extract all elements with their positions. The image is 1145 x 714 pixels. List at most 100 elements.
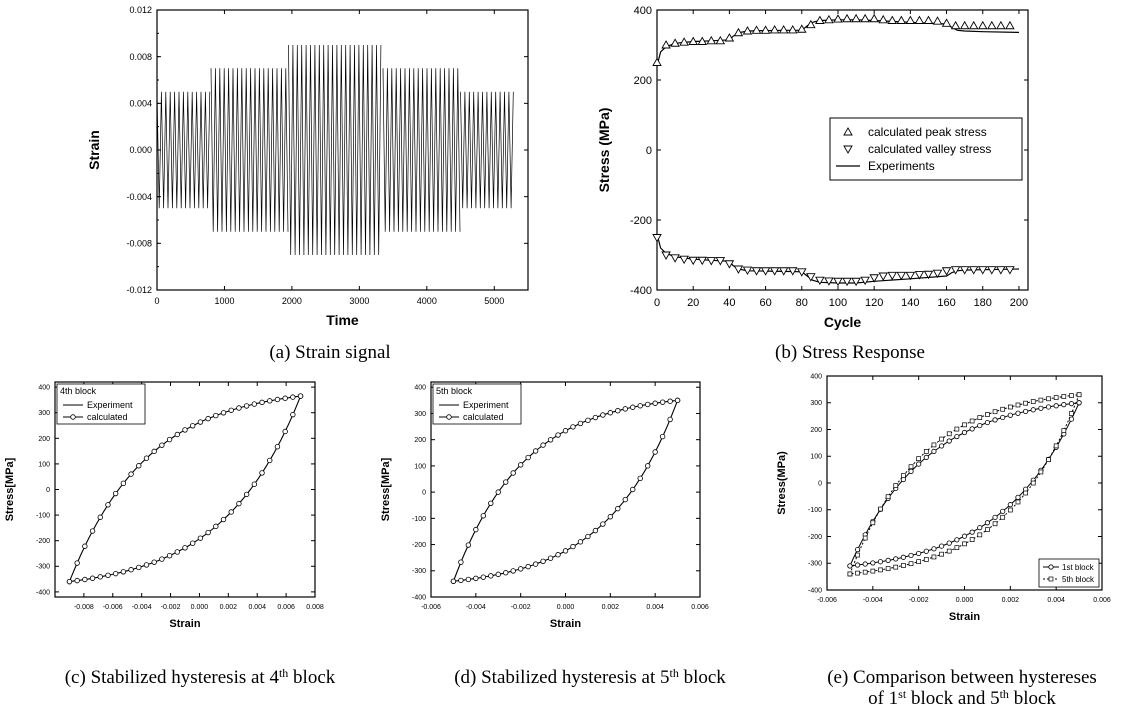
x-tick-label: 2000 <box>282 296 302 306</box>
legend-marker <box>446 414 452 420</box>
first-block-marker <box>977 422 983 429</box>
x-tick-label: 5000 <box>484 296 504 306</box>
calculated-marker <box>465 576 472 583</box>
first-block-marker <box>977 525 983 531</box>
fifth-block-marker <box>862 535 868 541</box>
caption-a: (a) Strain signal <box>200 342 460 363</box>
peak-stress-marker <box>688 36 698 45</box>
calculated-marker <box>607 514 614 520</box>
calculated-marker <box>97 514 103 520</box>
valley-stress-marker <box>914 271 925 280</box>
peak-stress-marker <box>842 13 852 23</box>
first-block-marker <box>908 468 914 474</box>
calculated-marker <box>97 574 103 580</box>
valley-stress-marker <box>842 277 852 287</box>
fifth-block-marker <box>1000 406 1006 412</box>
fifth-block-marker <box>969 418 975 424</box>
legend-marker <box>843 145 853 154</box>
strain-block-1 <box>157 91 211 209</box>
x-tick-label: 0.004 <box>646 604 664 611</box>
peak-stress-marker <box>941 18 952 27</box>
peak-stress-marker <box>706 35 717 45</box>
peak-stress-marker <box>751 25 762 34</box>
valley-stress-marker <box>968 266 979 275</box>
x-tick-label: 4000 <box>417 296 437 306</box>
peak-stress-marker <box>787 25 798 34</box>
calculated-marker <box>89 575 96 581</box>
fifth-block-marker <box>1069 411 1074 416</box>
calculated-marker <box>205 529 211 536</box>
strain-block-3 <box>288 44 382 256</box>
y-tick-label: -200 <box>36 538 50 545</box>
legend: 1st block 5th block <box>1038 558 1100 588</box>
x-tick-label: 0.006 <box>691 604 709 611</box>
fifth-block-marker <box>946 431 952 437</box>
calculated-marker <box>251 401 258 407</box>
fifth-block-marker <box>1000 514 1006 520</box>
fifth-block-marker <box>1007 404 1013 410</box>
peak-stress-marker <box>697 36 708 45</box>
loop-lower-1 <box>849 402 1080 567</box>
calculated-marker <box>473 575 479 582</box>
calculated-marker <box>213 523 219 530</box>
fifth-block-marker <box>954 426 960 432</box>
calculated-marker <box>450 578 457 584</box>
first-block-marker <box>992 514 998 520</box>
calculated-marker <box>166 436 173 443</box>
fifth-block-marker <box>878 506 883 512</box>
fifth-block-marker <box>1023 400 1028 406</box>
calculated-marker <box>89 528 96 534</box>
strain-block-5 <box>460 91 514 209</box>
x-tick-label: -0.004 <box>863 597 883 604</box>
valley-stress-marker <box>806 273 816 282</box>
calculated-marker <box>652 449 658 455</box>
first-block-marker <box>923 454 929 460</box>
first-block-marker <box>1015 494 1021 500</box>
x-tick-label: 40 <box>723 297 735 309</box>
valley-stress-marker <box>905 271 916 281</box>
valley-stress-marker <box>851 277 861 287</box>
valley-stress-marker <box>987 266 997 275</box>
caption-e: (e) Comparison between hystereses of 1st… <box>782 667 1142 709</box>
calculated-marker <box>637 403 643 409</box>
caption-e-line1: (e) Comparison between hystereses <box>827 667 1097 688</box>
valley-stress-marker <box>760 267 771 276</box>
valley-stress-marker <box>733 265 744 274</box>
y-tick-label: 0.012 <box>129 5 152 15</box>
valley-stress-marker <box>769 267 780 276</box>
first-block-marker <box>946 540 952 546</box>
y-tick-label: 300 <box>810 400 822 407</box>
calculated-marker <box>243 491 250 498</box>
first-block-marker <box>992 417 998 423</box>
y-tick-label: -0.012 <box>126 285 152 295</box>
fifth-block-marker <box>916 456 922 461</box>
calculated-marker <box>473 526 479 533</box>
x-axis-label: Cycle <box>824 314 862 330</box>
fifth-block-marker <box>916 559 922 565</box>
legend-label: Experiment <box>87 400 133 410</box>
caption-e-line2-prefix: of 1 <box>868 688 899 709</box>
valley-stress-marker <box>652 234 662 243</box>
x-tick-label: 0.000 <box>191 604 209 611</box>
x-axis-label: Strain <box>550 618 581 630</box>
x-tick-label: 180 <box>974 297 992 309</box>
first-block-marker <box>969 529 975 535</box>
valley-stress-marker <box>787 267 798 276</box>
calculated-marker <box>290 411 296 418</box>
valley-stress-marker <box>869 274 879 283</box>
calculated-marker <box>562 428 569 434</box>
first-block-marker <box>984 419 991 426</box>
peak-stress-marker <box>869 13 879 23</box>
first-block-marker <box>1068 401 1075 407</box>
first-block-marker <box>961 429 968 436</box>
calculated-marker <box>667 416 673 423</box>
x-tick-label: -0.004 <box>132 604 152 611</box>
first-block-marker <box>938 543 945 549</box>
calculated-marker <box>674 397 681 404</box>
valley-stress-marker <box>941 267 952 276</box>
peak-stress-marker <box>661 40 671 49</box>
calculated-marker <box>592 414 599 421</box>
valley-stress-marker <box>697 256 708 266</box>
y-tick-label: -0.004 <box>126 192 152 202</box>
x-tick-label: 0.008 <box>306 604 324 611</box>
